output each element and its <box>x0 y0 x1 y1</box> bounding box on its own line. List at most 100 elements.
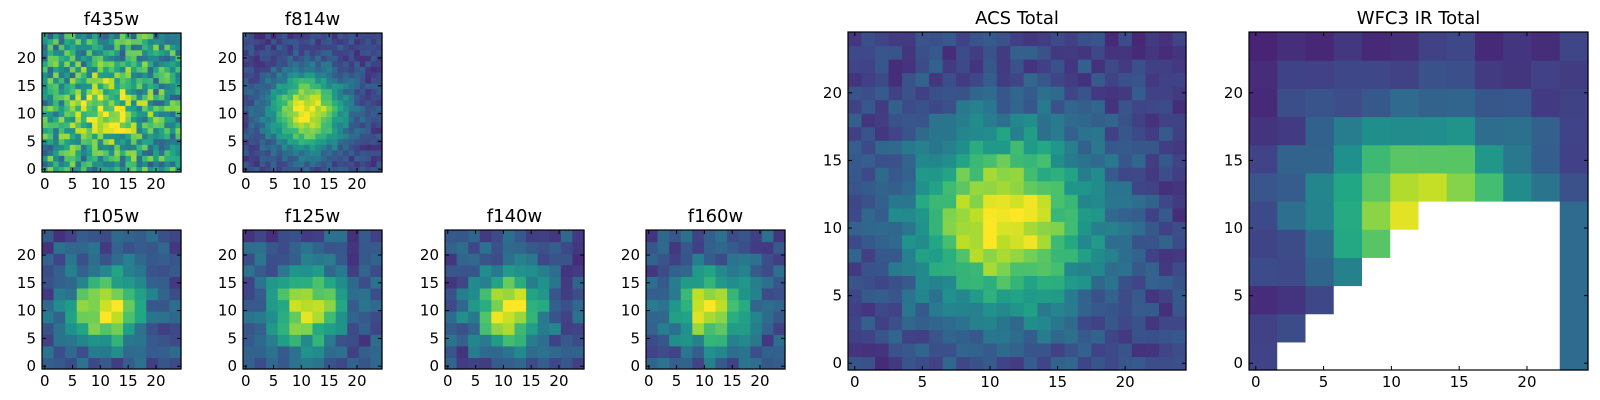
heatmap-cell <box>42 160 49 168</box>
heatmap-cell <box>324 230 337 243</box>
heatmap-cell <box>47 138 54 145</box>
heatmap-cell <box>1050 167 1065 182</box>
heatmap-cell <box>445 264 458 277</box>
heatmap-cell <box>254 133 261 140</box>
heatmap-cell <box>315 138 322 145</box>
heatmap-cell <box>270 55 277 62</box>
heatmap-cell <box>1037 59 1052 74</box>
heatmap-cell <box>108 110 115 117</box>
heatmap-cell <box>915 288 930 303</box>
heatmap-cell <box>680 322 693 335</box>
heatmap-cell <box>365 116 372 123</box>
heatmap-cell <box>298 138 305 145</box>
heatmap-cell <box>1172 356 1187 371</box>
heatmap-cell <box>315 49 322 56</box>
heatmap-cell <box>88 253 101 266</box>
heatmap-cell <box>153 66 160 73</box>
x-tick-label: 15 <box>1048 373 1067 391</box>
heatmap-cell <box>1023 275 1038 290</box>
heatmap-cell <box>248 60 255 67</box>
heatmap-cell <box>287 44 294 51</box>
heatmap-cell <box>738 241 751 254</box>
heatmap-cell <box>347 287 360 301</box>
heatmap-cell <box>1390 116 1420 146</box>
heatmap-cell <box>1118 234 1133 249</box>
heatmap-cell <box>888 248 903 263</box>
heatmap-cell <box>97 110 104 117</box>
heatmap-cell <box>479 253 492 266</box>
heatmap-cell <box>861 167 876 182</box>
heatmap-cell <box>304 133 311 140</box>
heatmap-cell <box>479 345 492 359</box>
heatmap-cell <box>1305 341 1335 371</box>
heatmap-cell <box>915 248 930 263</box>
heatmap-cell <box>1158 261 1174 276</box>
heatmap-cell <box>1023 261 1038 276</box>
heatmap-cell <box>365 44 372 51</box>
heatmap-cell <box>915 234 930 249</box>
heatmap-cell <box>1104 221 1119 236</box>
heatmap-cell <box>1277 201 1307 230</box>
x-tick-label: 10 <box>494 372 513 390</box>
heatmap-cell <box>276 127 283 134</box>
heatmap-cell <box>1118 221 1133 236</box>
heatmap-cell <box>996 315 1011 331</box>
heatmap-cell <box>1050 356 1065 371</box>
heatmap-cell <box>572 345 585 359</box>
heatmap-cell <box>108 44 115 51</box>
heatmap-cell <box>47 33 54 40</box>
heatmap-cell <box>692 253 705 266</box>
heatmap-cell <box>560 299 574 312</box>
heatmap-cell <box>142 155 149 162</box>
heatmap-cell <box>86 105 93 112</box>
heatmap-cell <box>64 77 71 84</box>
heatmap-cell <box>125 155 132 162</box>
heatmap-cell <box>915 86 930 101</box>
heatmap-cell <box>1277 88 1307 118</box>
heatmap-cell <box>108 38 115 45</box>
heatmap-cell <box>456 334 469 347</box>
heatmap-cell <box>969 342 984 358</box>
heatmap-cell <box>750 357 763 370</box>
heatmap-cell <box>92 144 99 151</box>
y-tick-label: 10 <box>17 302 36 320</box>
heatmap-cell <box>146 311 159 324</box>
heatmap-cell <box>75 144 82 151</box>
heatmap-cell <box>902 194 917 209</box>
heatmap-cell <box>65 345 78 359</box>
heatmap-cell <box>1249 144 1278 174</box>
heatmap-cell <box>445 299 458 312</box>
heatmap-cell <box>119 160 126 168</box>
heatmap-cell <box>848 140 863 155</box>
heatmap-cell <box>365 144 372 151</box>
heatmap-cell <box>312 357 325 370</box>
axes-frame <box>847 31 1187 371</box>
heatmap-cell <box>76 276 89 289</box>
heatmap-cell <box>1104 140 1119 155</box>
heatmap-cell <box>929 234 944 249</box>
heatmap-cell <box>69 149 76 156</box>
heatmap-cell <box>309 121 316 129</box>
heatmap-cell <box>902 275 917 290</box>
heatmap-cell <box>108 66 115 73</box>
heatmap-cell <box>902 207 917 222</box>
heatmap-cell <box>1050 113 1065 128</box>
heatmap-cell <box>146 357 159 370</box>
heatmap-cell <box>1145 302 1160 317</box>
heatmap-cell <box>692 345 705 359</box>
heatmap-cell <box>1531 285 1561 315</box>
heatmap-cell <box>287 155 294 162</box>
heatmap-cell <box>53 144 60 151</box>
heatmap-cell <box>969 72 984 87</box>
heatmap-cell <box>146 253 159 266</box>
heatmap-cell <box>69 38 76 45</box>
heatmap-cell <box>915 126 930 141</box>
heatmap-cell <box>315 110 322 117</box>
heatmap-cell <box>1475 32 1504 61</box>
heatmap-cell <box>1050 221 1065 236</box>
heatmap-cell <box>354 71 361 79</box>
x-tick-label: 5 <box>68 372 78 390</box>
heatmap-cell <box>1172 86 1187 101</box>
heatmap-cell <box>88 241 101 254</box>
heatmap-cell <box>956 261 971 276</box>
